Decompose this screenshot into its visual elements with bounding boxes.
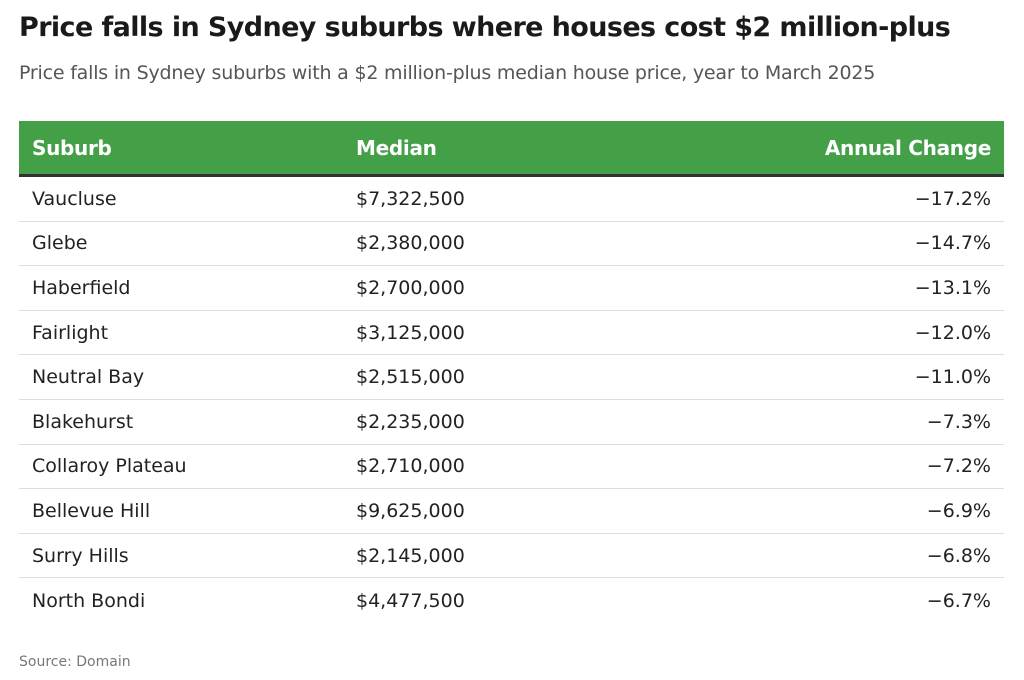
table-body: Vaucluse $7,322,500 −17.2% Glebe $2,380,000 −… [19,177,1004,623]
table-cell-suburb: Collaroy Plateau [32,455,187,478]
column-header-median[interactable]: Median [356,135,437,160]
chart-subtitle: Price falls in Sydney suburbs with a $2 … [19,62,876,84]
table-cell-median: $4,477,500 [356,589,465,612]
table-row: Fairlight $3,125,000 −12.0% [19,311,1004,356]
table-cell-suburb: Bellevue Hill [32,499,151,522]
table-row: Bellevue Hill $9,625,000 −6.9% [19,489,1004,534]
table-cell-suburb: Blakehurst [32,410,134,433]
table-cell-suburb: North Bondi [32,589,146,612]
table-row: Glebe $2,380,000 −14.7% [19,222,1004,267]
table-cell-annual-change: −11.0% [914,366,991,389]
table-cell-annual-change: −17.2% [914,187,991,210]
table-row: North Bondi $4,477,500 −6.7% [19,578,1004,623]
table-cell-suburb: Haberfield [32,276,131,299]
table-cell-annual-change: −14.7% [914,232,991,255]
table-header-row: Suburb Median Annual Change [19,121,1004,177]
table-row: Haberfield $2,700,000 −13.1% [19,266,1004,311]
table-row: Surry Hills $2,145,000 −6.8% [19,534,1004,579]
table-cell-annual-change: −7.3% [926,410,991,433]
table-cell-suburb: Fairlight [32,321,109,344]
table-cell-median: $2,380,000 [356,232,465,255]
table-cell-suburb: Vaucluse [32,187,117,210]
table-row: Collaroy Plateau $2,710,000 −7.2% [19,445,1004,490]
table-cell-annual-change: −6.9% [926,499,991,522]
table-cell-median: $7,322,500 [356,187,465,210]
table-cell-median: $2,515,000 [356,366,465,389]
table-cell-annual-change: −6.8% [926,544,991,567]
table-row: Vaucluse $7,322,500 −17.2% [19,177,1004,222]
table-row: Neutral Bay $2,515,000 −11.0% [19,355,1004,400]
table-cell-median: $2,145,000 [356,544,465,567]
table-cell-annual-change: −13.1% [914,276,991,299]
table-cell-annual-change: −6.7% [926,589,991,612]
table-cell-suburb: Neutral Bay [32,366,145,389]
table-cell-annual-change: −12.0% [914,321,991,344]
table-cell-median: $2,700,000 [356,276,465,299]
chart-title: Price falls in Sydney suburbs where hous… [19,12,951,43]
table-row: Blakehurst $2,235,000 −7.3% [19,400,1004,445]
data-table: Suburb Median Annual Change Vaucluse $7,3… [19,121,1004,623]
table-cell-suburb: Glebe [32,232,88,255]
table-cell-suburb: Surry Hills [32,544,129,567]
table-cell-median: $3,125,000 [356,321,465,344]
column-header-suburb[interactable]: Suburb [32,135,112,160]
table-cell-median: $9,625,000 [356,499,465,522]
table-cell-median: $2,710,000 [356,455,465,478]
column-header-annual-change[interactable]: Annual Change [824,135,991,160]
source-note: Source: Domain [19,654,131,670]
table-cell-median: $2,235,000 [356,410,465,433]
table-cell-annual-change: −7.2% [926,455,991,478]
